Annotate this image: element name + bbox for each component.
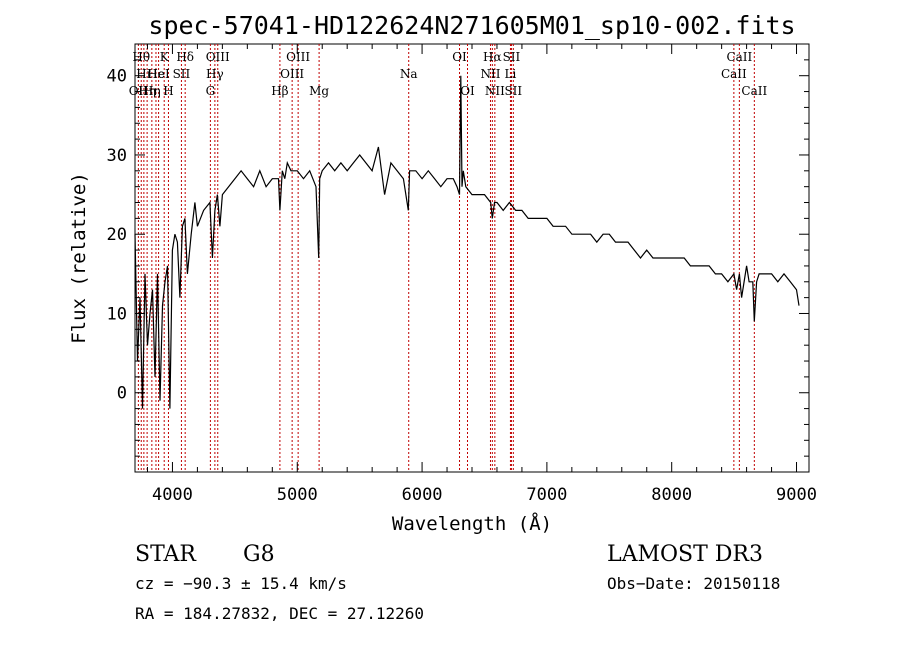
redshift-cz: cz = −90.3 ± 15.4 km/s	[135, 574, 347, 593]
line-label: OII	[129, 84, 149, 98]
line-label: Hδ	[176, 50, 194, 64]
y-tick-label: 10	[107, 304, 127, 324]
observation-date: Obs−Date: 20150118	[607, 574, 780, 593]
spectrum-series	[134, 75, 800, 409]
line-label: SII	[504, 84, 522, 98]
line-label: Hι	[136, 67, 151, 81]
line-label: H	[163, 84, 173, 98]
y-tick-label: 40	[107, 67, 127, 87]
line-label: K	[160, 50, 170, 64]
line-label: Hη	[138, 84, 156, 98]
plot-frame	[134, 43, 810, 473]
line-label: He	[147, 67, 165, 81]
line-label: NII	[480, 67, 500, 81]
spectral-line-markers	[137, 44, 755, 472]
line-label: OIII	[286, 50, 310, 64]
x-tick-label: 6000	[402, 485, 443, 505]
line-label: Mg	[309, 84, 329, 98]
y-tick-label: 30	[107, 146, 127, 166]
line-label: Hγ	[206, 67, 224, 81]
line-label: Hα	[483, 50, 502, 64]
spectrum-line	[134, 75, 800, 409]
spectral-line-labels: OIIHθHιHηHηHeHeIKHSIIHδGHγOIIIHβOIIIOIII…	[129, 50, 768, 98]
x-tick-label: 9000	[776, 485, 817, 505]
x-tick-label: 4000	[152, 485, 193, 505]
x-axis-label: Wavelength (Å)	[392, 512, 552, 535]
y-tick-label: 20	[107, 225, 127, 245]
line-label: Hθ	[132, 50, 150, 64]
y-axis-label: Flux (relative)	[68, 172, 90, 344]
y-axis-ticks: 0 10 20 30 40	[107, 43, 809, 457]
x-axis-ticks: 4000 5000 6000 7000 8000 9000	[146, 44, 817, 505]
line-label: CaII	[741, 84, 767, 98]
line-label: SII	[503, 50, 521, 64]
line-label: G	[206, 84, 216, 98]
line-label: OI	[460, 84, 475, 98]
line-label: OIII	[206, 50, 230, 64]
line-label: SII	[173, 67, 191, 81]
chart-title: spec-57041-HD122624N271605M01_sp10-002.f…	[148, 11, 795, 40]
object-subclass: G8	[243, 542, 275, 567]
line-label: OIII	[280, 67, 304, 81]
x-tick-label: 8000	[651, 485, 692, 505]
x-tick-label: 7000	[526, 485, 567, 505]
line-label: HeI	[147, 67, 170, 81]
line-label: CaII	[726, 50, 752, 64]
line-label: Hβ	[271, 84, 288, 98]
y-tick-label: 0	[117, 384, 127, 404]
line-label: Hη	[143, 84, 161, 98]
line-label: NII	[485, 84, 505, 98]
coordinates: RA = 184.27832, DEC = 27.12260	[135, 604, 424, 623]
object-class: STAR	[135, 542, 197, 567]
x-tick-label: 5000	[277, 485, 318, 505]
survey-name: LAMOST DR3	[607, 542, 763, 567]
line-label: CaII	[721, 67, 747, 81]
line-label: Na	[400, 67, 418, 81]
line-label: OI	[452, 50, 467, 64]
line-label: Li	[505, 67, 517, 81]
